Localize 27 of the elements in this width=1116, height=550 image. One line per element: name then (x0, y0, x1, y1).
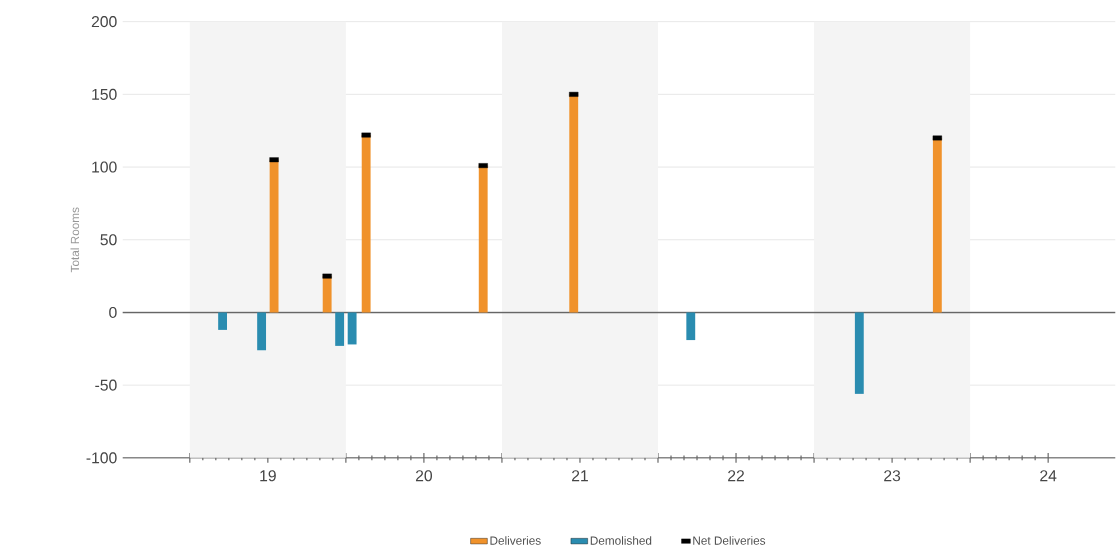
y-tick-label: 150 (92, 88, 117, 100)
bar (854, 312, 864, 394)
bar (347, 312, 357, 345)
bar (335, 312, 345, 346)
bar (478, 165, 488, 313)
y-tick-label: 100 (92, 161, 117, 173)
bar (569, 94, 579, 313)
x-tick-label: 21 (572, 470, 588, 482)
legend-label: Deliveries (490, 536, 541, 545)
y-tick-label: 0 (109, 306, 117, 318)
bar (361, 135, 371, 313)
x-tick-label: 23 (884, 470, 901, 482)
y-tick-label: 200 (91, 16, 117, 28)
legend-label: Demolished (590, 536, 652, 545)
bar (218, 312, 228, 330)
x-tick-label: 22 (728, 470, 744, 482)
bar (686, 312, 696, 341)
y-axis-title: Total Rooms (70, 207, 80, 273)
bar (322, 276, 332, 313)
x-tick-label: 20 (415, 470, 433, 482)
legend-label: Net Deliveries (693, 536, 766, 545)
y-tick-label: 50 (100, 234, 117, 246)
y-tick-label: -50 (95, 379, 117, 391)
y-tick-label: -100 (86, 452, 117, 464)
x-tick-label: 19 (260, 470, 276, 482)
x-tick-label: 24 (1040, 470, 1057, 482)
bar (257, 312, 267, 351)
